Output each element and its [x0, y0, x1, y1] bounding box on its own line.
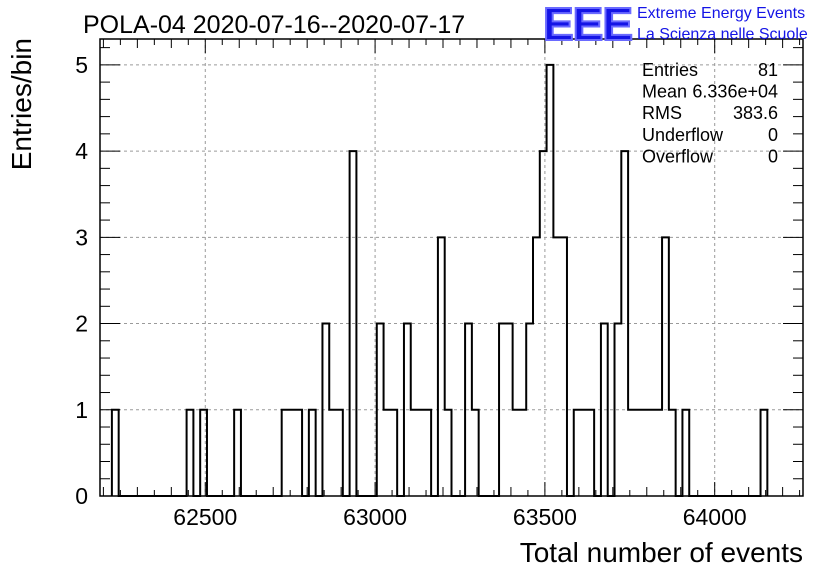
y-tick-label-4: 4	[75, 138, 88, 164]
y-tick-label-2: 2	[75, 311, 88, 337]
eee-logo-line2: La Scienza nelle Scuole	[637, 26, 808, 43]
eee-logo-line1: Extreme Energy Events	[637, 5, 805, 22]
stat-value-underflow: 0	[768, 125, 778, 145]
tick-labels: 62500 63000 63500 64000 0 1 2 3 4 5	[75, 52, 746, 530]
eee-logo-mark: EEE	[543, 0, 632, 50]
chart-title: POLA-04 2020-07-16--2020-07-17	[83, 11, 465, 39]
eee-logo: EEE Extreme Energy Events La Scienza nel…	[542, 0, 808, 51]
stat-label-overflow: Overflow	[642, 146, 714, 166]
x-tick-label-2: 63500	[513, 504, 577, 530]
stat-label-entries: Entries	[642, 60, 698, 80]
stats-box: Entries 81 Mean 6.336e+04 RMS 383.6 Underflow 0…	[642, 60, 778, 166]
y-tick-label-0: 0	[75, 483, 88, 509]
plot-frame	[99, 38, 804, 497]
y-tick-label-3: 3	[75, 224, 88, 250]
stat-value-overflow: 0	[768, 146, 778, 166]
stat-label-mean: Mean	[642, 82, 687, 102]
stat-label-rms: RMS	[642, 103, 682, 123]
stat-value-mean: 6.336e+04	[692, 82, 778, 102]
y-tick-label-5: 5	[75, 52, 88, 78]
x-tick-label-0: 62500	[173, 504, 237, 530]
stat-value-entries: 81	[758, 60, 778, 80]
histogram-line	[110, 63, 769, 497]
x-tick-label-3: 64000	[683, 504, 747, 530]
y-axis-label: Entries/bin	[6, 38, 37, 170]
grid-lines	[100, 39, 803, 496]
stat-value-rms: 383.6	[733, 103, 778, 123]
x-axis-label: Total number of events	[520, 537, 803, 568]
y-tick-label-1: 1	[75, 397, 88, 423]
x-tick-label-1: 63000	[343, 504, 407, 530]
axis-ticks	[100, 39, 803, 497]
stat-label-underflow: Underflow	[642, 125, 724, 145]
